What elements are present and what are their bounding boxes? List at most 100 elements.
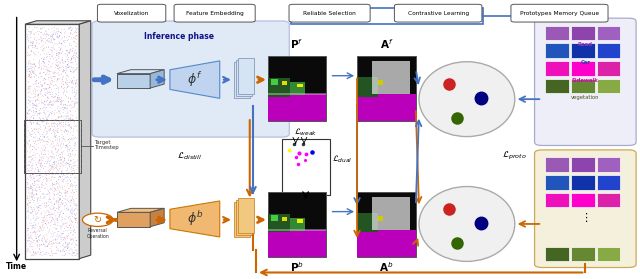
Point [52,229,63,234]
Point [44,220,54,225]
Point [45,40,55,45]
Point [22,229,33,233]
Point [24,138,35,143]
Point [44,112,54,117]
Point [24,108,34,112]
Point [53,172,63,176]
Point [42,122,52,127]
Point [35,158,45,162]
FancyBboxPatch shape [271,215,278,222]
Point [53,168,63,173]
Point [69,169,79,173]
Point [55,109,65,113]
Point [65,41,75,45]
Point [24,187,35,191]
Point [41,29,51,33]
Point [54,29,64,33]
Point [45,213,56,217]
Point [40,239,51,244]
Point [63,54,73,58]
Point [26,35,36,40]
Point [67,197,77,202]
Point [37,26,47,30]
Point [29,158,39,163]
Point [72,221,83,225]
Point [31,79,41,83]
Point [52,198,62,203]
Point [59,247,69,251]
Point [65,26,75,31]
Point [23,112,33,116]
Point [58,231,68,236]
Point [38,37,49,41]
Point [29,238,40,243]
Point [43,69,53,73]
FancyBboxPatch shape [234,62,250,98]
Point [48,156,58,160]
Point [51,129,61,133]
Point [33,141,44,146]
Point [72,66,82,70]
Point [67,76,77,81]
Point [52,35,63,39]
Ellipse shape [422,64,512,135]
Point [58,68,68,72]
Point [65,226,76,230]
Point [67,219,77,224]
Point [35,225,45,230]
Point [58,134,68,139]
Point [65,143,75,148]
Point [49,38,60,42]
Point [33,201,43,206]
Point [33,242,43,247]
Point [65,248,75,253]
Point [61,78,72,83]
Point [40,211,51,215]
Point [31,92,41,96]
Point [30,64,40,69]
Point [68,201,79,205]
Point [60,156,70,161]
Point [57,133,67,137]
Point [53,236,63,240]
Point [47,162,58,167]
Point [60,184,70,189]
Point [63,129,74,133]
Text: Contrastive Learning: Contrastive Learning [408,11,468,16]
Point [52,95,63,100]
Point [34,161,44,165]
Point [55,111,65,116]
Point [35,176,45,181]
Point [70,206,81,211]
Point [69,160,79,165]
Point [64,50,74,54]
Point [31,252,42,256]
Point [24,74,34,79]
Point [47,119,58,123]
Point [63,197,73,201]
Point [51,182,61,186]
Point [26,70,36,74]
Point [54,54,64,59]
Point [60,191,70,196]
Point [27,239,37,244]
Point [68,148,78,153]
Point [37,236,47,240]
Point [26,132,36,136]
Point [68,136,79,140]
Point [43,159,53,164]
Point [56,232,67,237]
Point [66,204,76,208]
Point [54,213,65,218]
Point [38,201,48,205]
Point [69,228,79,233]
Point [51,51,61,56]
Point [38,40,49,44]
Polygon shape [170,201,220,237]
Point [35,27,45,31]
Point [53,116,63,121]
Point [28,194,38,199]
Point [57,136,67,141]
Point [26,158,36,162]
Point [45,126,55,131]
